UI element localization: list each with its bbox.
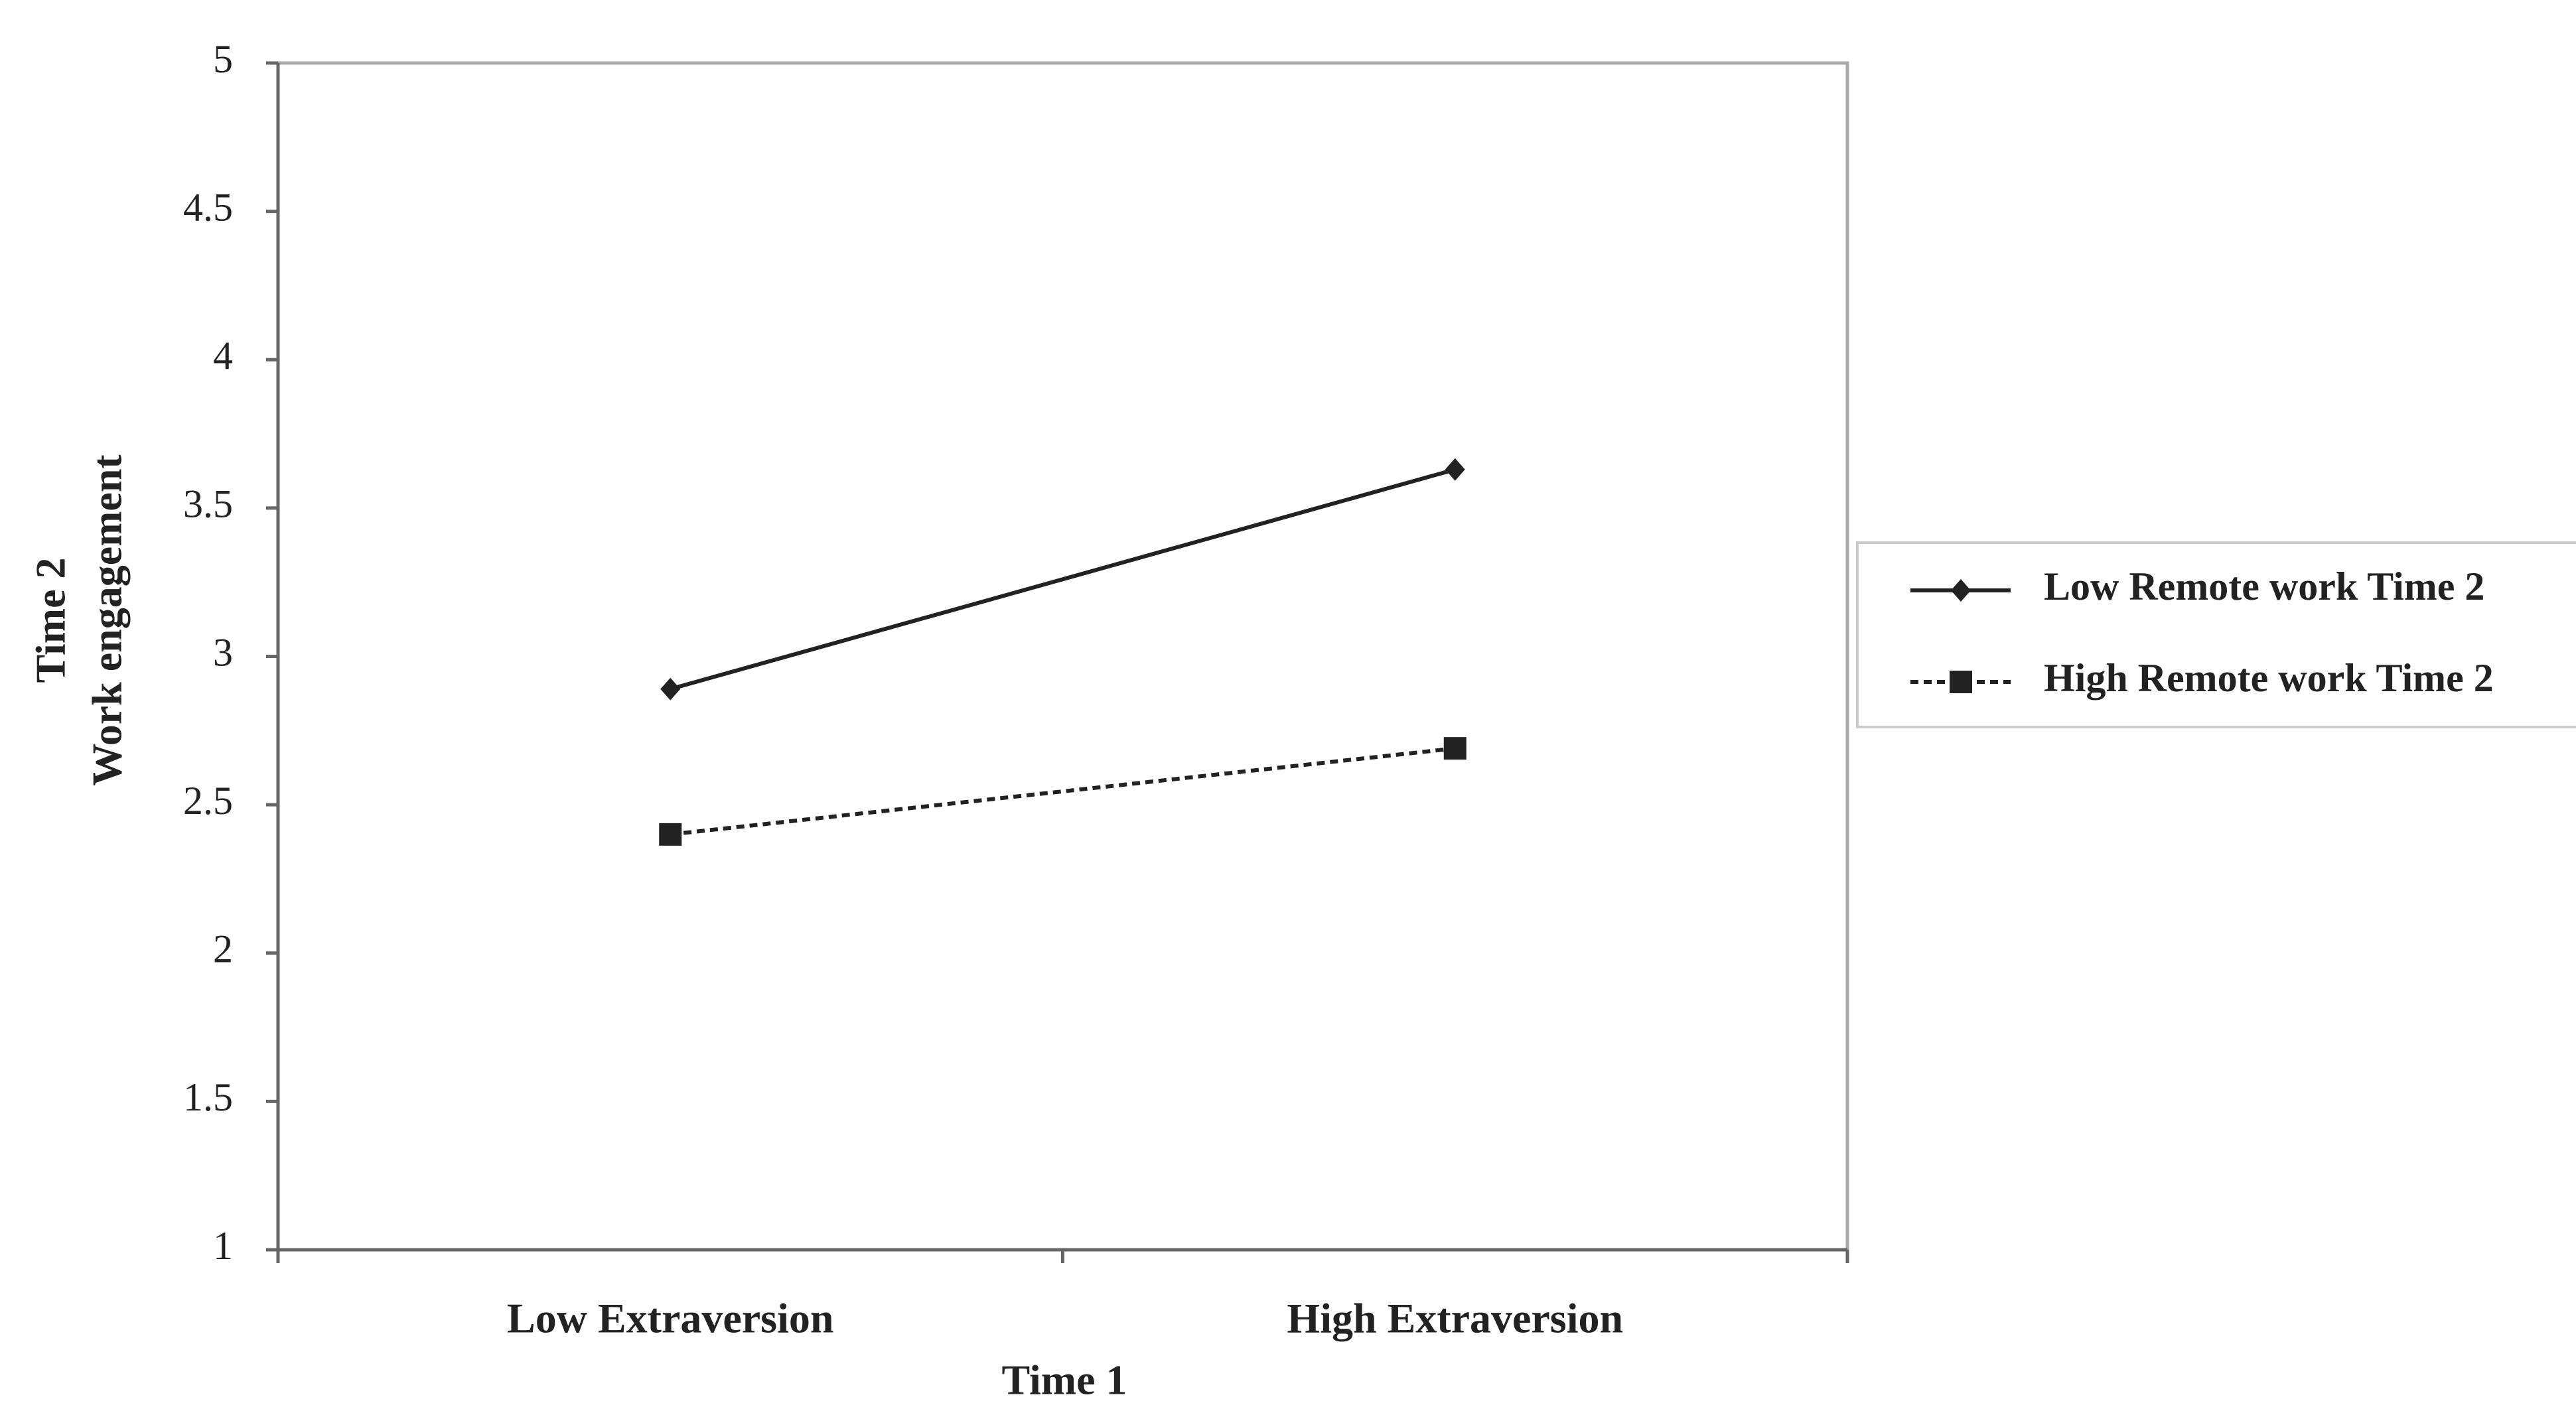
y-axis-title-line: Time 2 — [27, 557, 74, 683]
y-tick-label: 4 — [213, 334, 233, 377]
y-axis-title: Time 2 Work engagement — [27, 454, 131, 786]
y-tick-label: 2 — [213, 927, 233, 971]
series-line — [670, 746, 1456, 836]
point — [1443, 737, 1467, 760]
legend-box — [1856, 541, 2576, 728]
y-tick-label: 4.5 — [183, 185, 233, 229]
y-tick-label: 2.5 — [183, 779, 233, 823]
y-tick-label: 3 — [213, 630, 233, 674]
y-tick-label: 3.5 — [183, 482, 233, 526]
x-tick-label: Low Extraversion — [507, 1295, 833, 1342]
x-axis-title: Time 1 — [1001, 1357, 1127, 1404]
legend-label: High Remote work Time 2 — [2044, 656, 2494, 700]
legend-marker — [1951, 579, 1971, 602]
legend-label: Low Remote work Time 2 — [2044, 565, 2484, 608]
point — [659, 823, 682, 846]
y-tick-label: 1.5 — [183, 1075, 233, 1119]
series-line — [670, 467, 1456, 691]
point — [660, 677, 681, 701]
x-tick-label: High Extraversion — [1287, 1295, 1623, 1342]
y-axis-title-line: Work engagement — [84, 454, 131, 786]
y-tick-label: 5 — [213, 37, 233, 81]
legend-marker — [1950, 671, 1972, 693]
point — [1445, 458, 1465, 481]
y-tick-label: 1 — [213, 1224, 233, 1268]
